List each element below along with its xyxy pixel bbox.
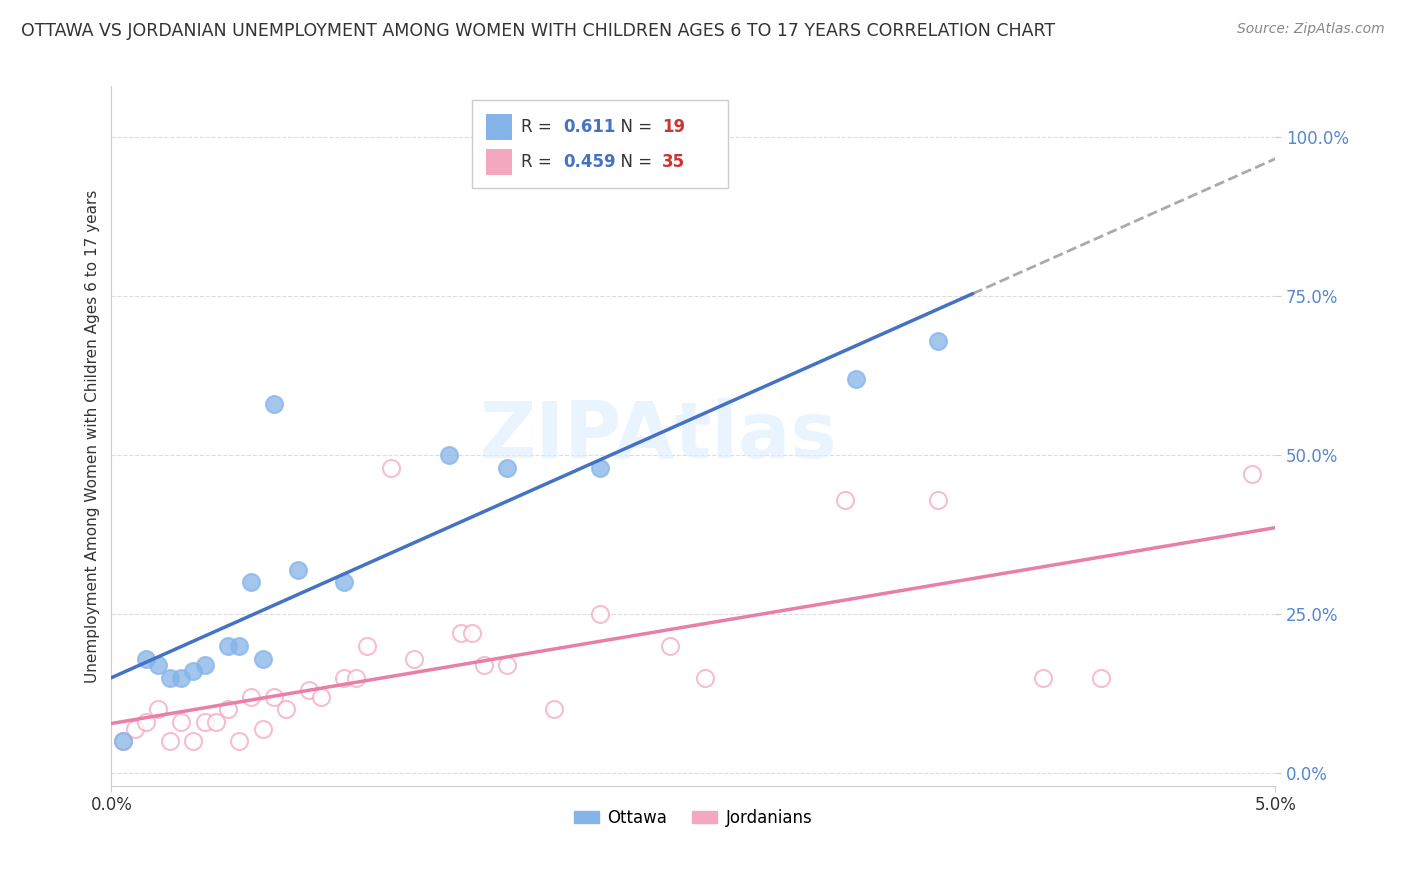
- Point: [193, 657, 215, 672]
- Point: [181, 665, 204, 679]
- Point: [543, 702, 565, 716]
- Text: OTTAWA VS JORDANIAN UNEMPLOYMENT AMONG WOMEN WITH CHILDREN AGES 6 TO 17 YEARS CO: OTTAWA VS JORDANIAN UNEMPLOYMENT AMONG W…: [21, 22, 1056, 40]
- Point: [146, 657, 169, 672]
- Text: Source: ZipAtlas.com: Source: ZipAtlas.com: [1237, 22, 1385, 37]
- Point: [589, 461, 612, 475]
- Point: [589, 607, 612, 621]
- FancyBboxPatch shape: [486, 113, 512, 140]
- Text: R =: R =: [522, 118, 557, 136]
- Point: [170, 671, 193, 685]
- Text: R =: R =: [522, 153, 557, 171]
- Point: [146, 702, 169, 716]
- Point: [159, 671, 181, 685]
- Point: [135, 651, 157, 665]
- Point: [193, 715, 215, 730]
- Point: [845, 372, 868, 386]
- Point: [135, 715, 157, 730]
- Legend: Ottawa, Jordanians: Ottawa, Jordanians: [568, 802, 820, 833]
- Point: [252, 651, 274, 665]
- Point: [124, 722, 146, 736]
- Text: 0.611: 0.611: [562, 118, 616, 136]
- Point: [450, 626, 472, 640]
- Point: [927, 492, 949, 507]
- Text: N =: N =: [610, 118, 657, 136]
- FancyBboxPatch shape: [472, 100, 728, 188]
- Text: ZIPAtlas: ZIPAtlas: [479, 398, 838, 474]
- FancyBboxPatch shape: [486, 149, 512, 175]
- Point: [496, 461, 519, 475]
- Point: [437, 448, 460, 462]
- Point: [1090, 671, 1112, 685]
- Point: [344, 671, 367, 685]
- Point: [263, 397, 285, 411]
- Point: [170, 715, 193, 730]
- Point: [659, 639, 682, 653]
- Point: [461, 626, 484, 640]
- Text: 0.459: 0.459: [562, 153, 616, 171]
- Point: [205, 715, 228, 730]
- Point: [112, 734, 135, 748]
- Point: [181, 734, 204, 748]
- Point: [472, 657, 495, 672]
- Point: [496, 657, 519, 672]
- Point: [927, 334, 949, 348]
- Point: [298, 683, 321, 698]
- Point: [834, 492, 856, 507]
- Point: [402, 651, 425, 665]
- Point: [240, 690, 263, 704]
- Point: [333, 671, 356, 685]
- Point: [1032, 671, 1054, 685]
- Y-axis label: Unemployment Among Women with Children Ages 6 to 17 years: Unemployment Among Women with Children A…: [86, 189, 100, 682]
- Point: [159, 734, 181, 748]
- Point: [274, 702, 297, 716]
- Point: [1241, 467, 1264, 482]
- Point: [333, 575, 356, 590]
- Point: [356, 639, 378, 653]
- Point: [380, 461, 402, 475]
- Point: [287, 563, 309, 577]
- Text: N =: N =: [610, 153, 657, 171]
- Point: [217, 639, 239, 653]
- Point: [263, 690, 285, 704]
- Text: 19: 19: [662, 118, 685, 136]
- Point: [228, 639, 250, 653]
- Point: [228, 734, 250, 748]
- Point: [693, 671, 716, 685]
- Point: [252, 722, 274, 736]
- Point: [309, 690, 332, 704]
- Text: 35: 35: [662, 153, 685, 171]
- Point: [217, 702, 239, 716]
- Point: [112, 734, 135, 748]
- Point: [240, 575, 263, 590]
